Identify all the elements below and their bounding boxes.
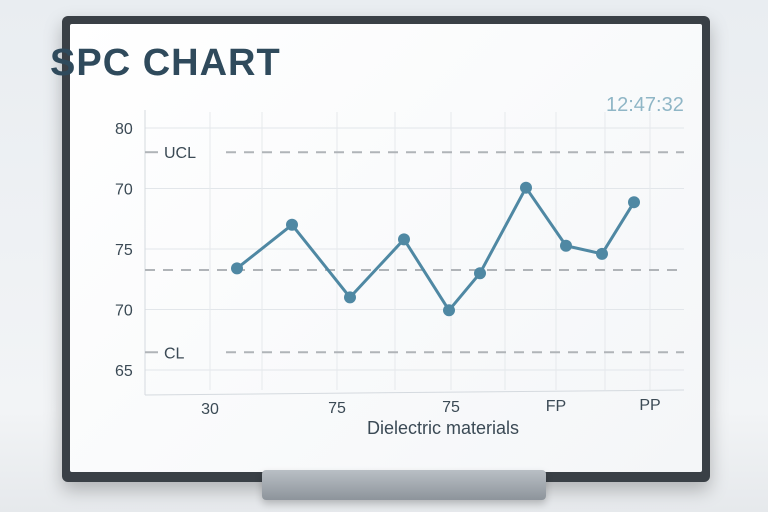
data-point — [398, 233, 410, 246]
data-point — [596, 247, 608, 260]
data-point — [474, 267, 486, 280]
y-tick-label: 65 — [115, 363, 133, 380]
chart-title: SPC CHART — [50, 42, 281, 84]
control-line-label: UCL — [164, 145, 196, 162]
y-tick-label: 70 — [115, 303, 133, 320]
x-tick-label: FP — [546, 398, 566, 415]
clock: 12:47:32 — [606, 94, 684, 116]
y-tick-label: 70 — [115, 182, 133, 199]
x-axis — [144, 389, 685, 396]
control-line-label: CL — [164, 345, 185, 362]
data-point — [344, 291, 356, 304]
x-tick-label: PP — [639, 397, 660, 414]
y-tick-label: 80 — [115, 121, 133, 138]
y-tick-label: 75 — [115, 242, 133, 259]
x-axis-title: Dielectric materials — [367, 418, 519, 438]
x-tick-label: 75 — [328, 400, 346, 417]
screen — [70, 24, 702, 472]
data-point — [286, 218, 298, 231]
data-point — [628, 196, 640, 209]
data-point — [231, 262, 243, 275]
x-tick-label: 30 — [201, 401, 219, 418]
data-point — [560, 239, 572, 252]
monitor-stand — [262, 470, 546, 500]
series-line — [236, 186, 636, 312]
data-point — [520, 181, 532, 194]
x-tick-label: 75 — [442, 399, 460, 416]
data-point — [443, 304, 455, 317]
